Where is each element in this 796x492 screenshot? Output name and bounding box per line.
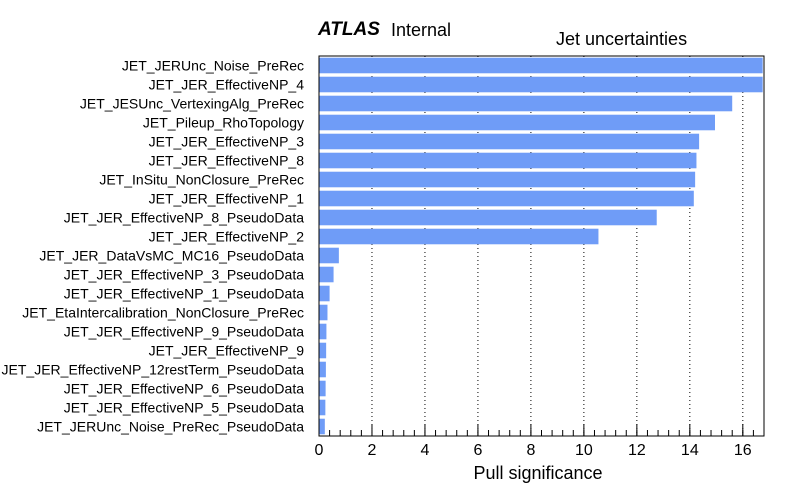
bar (319, 152, 697, 169)
x-tick-label: 2 (368, 442, 377, 459)
bar (319, 361, 326, 378)
y-category-label: JET_InSitu_NonClosure_PreRec (99, 172, 304, 188)
y-category-label: JET_JERUnc_Noise_PreRec_PseudoData (37, 419, 304, 435)
y-category-label: JET_JER_EffectiveNP_5_PseudoData (64, 400, 304, 416)
y-category-label: JET_JERUnc_Noise_PreRec (122, 58, 304, 74)
x-tick-label: 10 (575, 442, 593, 459)
bar (319, 323, 327, 340)
status-label: Internal (391, 20, 452, 40)
bar (319, 399, 326, 416)
y-category-label: JET_JESUnc_VertexingAlg_PreRec (80, 96, 304, 112)
bar (319, 57, 763, 74)
y-category-label: JET_JER_EffectiveNP_3 (149, 134, 305, 150)
bar (319, 190, 694, 207)
x-tick-label: 8 (526, 442, 535, 459)
y-category-label: JET_JER_EffectiveNP_1 (149, 191, 305, 207)
y-category-label: JET_JER_EffectiveNP_2 (149, 229, 305, 245)
bar (319, 266, 334, 283)
x-axis: 0 2 4 6 8 10 12 14 16 (315, 424, 765, 459)
y-axis-labels: JET_JERUnc_Noise_PreRec JET_JER_Effective… (2, 58, 305, 435)
plot-frame (318, 55, 765, 437)
y-category-label: JET_JER_EffectiveNP_8 (149, 153, 305, 169)
bar (319, 247, 339, 264)
y-category-label: JET_JER_DataVsMC_MC16_PseudoData (39, 248, 304, 264)
bar (319, 304, 328, 321)
x-tick-label: 14 (681, 442, 699, 459)
y-category-label: JET_Pileup_RhoTopology (143, 115, 304, 131)
bar (319, 114, 715, 131)
y-category-label: JET_JER_EffectiveNP_8_PseudoData (64, 210, 304, 226)
x-tick-label: 4 (420, 442, 429, 459)
bar (319, 380, 326, 397)
bar (319, 285, 330, 302)
bar (319, 95, 733, 112)
y-category-label: JET_JER_EffectiveNP_12restTerm_PseudoDat… (2, 362, 305, 378)
chart-title: Jet uncertainties (556, 29, 688, 49)
x-tick-label: 0 (315, 442, 324, 459)
y-category-label: JET_JER_EffectiveNP_4 (149, 77, 305, 93)
bar (319, 342, 327, 359)
bar (319, 171, 696, 188)
bar (319, 209, 657, 226)
atlas-label: ATLAS (318, 19, 380, 40)
x-tick-label: 16 (734, 442, 752, 459)
bar (319, 133, 700, 150)
y-category-label: JET_JER_EffectiveNP_9 (149, 343, 305, 359)
y-category-label: JET_JER_EffectiveNP_1_PseudoData (64, 286, 304, 302)
x-tick-label: 12 (628, 442, 646, 459)
bars (319, 57, 763, 435)
y-category-label: JET_JER_EffectiveNP_9_PseudoData (64, 324, 304, 340)
bar (319, 76, 763, 93)
y-category-label: JET_EtaIntercalibration_NonClosure_PreRe… (22, 305, 304, 321)
x-tick-label: 6 (473, 442, 482, 459)
x-axis-label: Pull significance (473, 463, 602, 483)
bar (319, 228, 599, 245)
y-category-label: JET_JER_EffectiveNP_3_PseudoData (64, 267, 304, 283)
y-category-label: JET_JER_EffectiveNP_6_PseudoData (64, 381, 304, 397)
bar (319, 418, 325, 435)
grid-lines (371, 56, 744, 436)
